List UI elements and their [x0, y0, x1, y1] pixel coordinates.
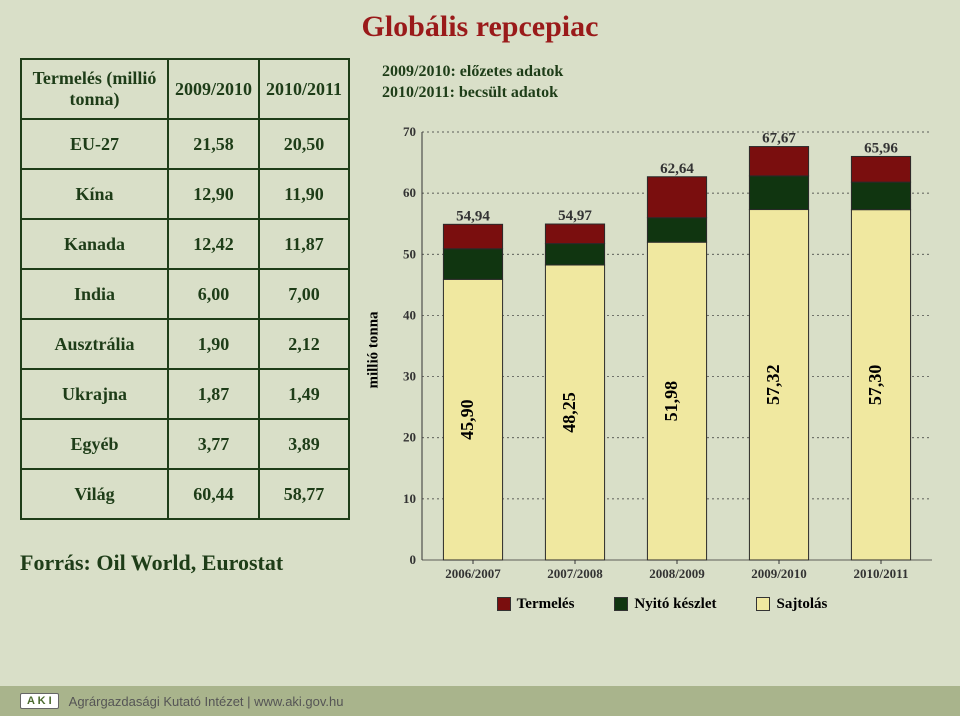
table-cell: 58,77	[259, 469, 349, 519]
svg-text:2009/2010: 2009/2010	[751, 566, 807, 581]
table-row: Kína12,9011,90	[21, 169, 349, 219]
legend-termeles: Termelés	[497, 596, 575, 613]
page-title: Globális repcepiac	[20, 10, 940, 44]
page-root: Globális repcepiac Termelés (millió tonn…	[0, 0, 960, 716]
svg-text:60: 60	[403, 185, 416, 200]
table-cell: 12,90	[168, 169, 259, 219]
table-cell: Ausztrália	[21, 319, 168, 369]
table-cell: Világ	[21, 469, 168, 519]
chart-legend: Termelés Nyitó készlet Sajtolás	[382, 596, 942, 613]
note-line2: 2010/2011: becsült adatok	[382, 83, 942, 104]
content-row: Termelés (millió tonna) 2009/2010 2010/2…	[20, 58, 940, 613]
table-cell: Kanada	[21, 219, 168, 269]
svg-text:54,97: 54,97	[558, 208, 592, 224]
svg-text:2008/2009: 2008/2009	[649, 566, 705, 581]
table-row: Kanada12,4211,87	[21, 219, 349, 269]
table-cell: Ukrajna	[21, 369, 168, 419]
left-column: Termelés (millió tonna) 2009/2010 2010/2…	[20, 58, 350, 613]
table-cell: 6,00	[168, 269, 259, 319]
swatch-termeles	[497, 597, 511, 611]
aki-badge: A K I	[20, 693, 59, 709]
table-cell: 21,58	[168, 119, 259, 169]
svg-text:20: 20	[403, 429, 416, 444]
right-column: 2009/2010: előzetes adatok 2010/2011: be…	[382, 58, 942, 613]
legend-nyito: Nyitó készlet	[614, 596, 716, 613]
svg-text:57,30: 57,30	[865, 364, 885, 405]
legend-label-sajtolas: Sajtolás	[776, 596, 827, 613]
table-row: Világ60,4458,77	[21, 469, 349, 519]
table-cell: 60,44	[168, 469, 259, 519]
table-cell: 1,87	[168, 369, 259, 419]
source-line: Forrás: Oil World, Eurostat	[20, 550, 350, 576]
stacked-bar-chart: 0 10 20 30 40 50 60 70 54,94 45,90 2006/2007 54,97 4…	[382, 110, 942, 590]
table-cell: 11,87	[259, 219, 349, 269]
svg-text:48,25: 48,25	[559, 392, 579, 433]
y-axis-label: millió tonna	[366, 311, 383, 388]
table-cell: 1,49	[259, 369, 349, 419]
table-cell: Kína	[21, 169, 168, 219]
note-line1: 2009/2010: előzetes adatok	[382, 62, 942, 83]
chart-note: 2009/2010: előzetes adatok 2010/2011: be…	[382, 62, 942, 104]
svg-text:65,96: 65,96	[864, 140, 898, 156]
table-cell: Egyéb	[21, 419, 168, 469]
th-region: Termelés (millió tonna)	[21, 59, 168, 119]
svg-text:45,90: 45,90	[457, 399, 477, 440]
chart-wrap: millió tonna 01020304050607054,9445,9020…	[382, 110, 942, 590]
svg-text:67,67: 67,67	[762, 130, 796, 146]
th-2009: 2009/2010	[168, 59, 259, 119]
svg-text:2010/2011: 2010/2011	[854, 566, 909, 581]
table-row: EU-2721,5820,50	[21, 119, 349, 169]
svg-text:2006/2007: 2006/2007	[445, 566, 501, 581]
legend-label-termeles: Termelés	[517, 596, 575, 613]
footer-text: Agrárgazdasági Kutató Intézet | www.aki.…	[69, 694, 344, 709]
svg-text:70: 70	[403, 124, 416, 139]
production-table: Termelés (millió tonna) 2009/2010 2010/2…	[20, 58, 350, 520]
footer-bar: A K I Agrárgazdasági Kutató Intézet | ww…	[0, 686, 960, 716]
svg-text:0: 0	[410, 552, 417, 567]
table-row: Ukrajna1,871,49	[21, 369, 349, 419]
svg-text:30: 30	[403, 368, 416, 383]
svg-text:54,94: 54,94	[456, 208, 490, 224]
table-cell: India	[21, 269, 168, 319]
th-2010: 2010/2011	[259, 59, 349, 119]
svg-text:50: 50	[403, 246, 416, 261]
svg-text:10: 10	[403, 490, 416, 505]
legend-label-nyito: Nyitó készlet	[634, 596, 716, 613]
swatch-sajtolas	[756, 597, 770, 611]
table-cell: 20,50	[259, 119, 349, 169]
swatch-nyito	[614, 597, 628, 611]
table-cell: 7,00	[259, 269, 349, 319]
table-row: Ausztrália1,902,12	[21, 319, 349, 369]
table-cell: 11,90	[259, 169, 349, 219]
table-cell: 3,89	[259, 419, 349, 469]
table-row: India6,007,00	[21, 269, 349, 319]
table-cell: 1,90	[168, 319, 259, 369]
svg-text:51,98: 51,98	[661, 380, 681, 421]
svg-text:57,32: 57,32	[763, 364, 783, 405]
svg-text:2007/2008: 2007/2008	[547, 566, 603, 581]
legend-sajtolas: Sajtolás	[756, 596, 827, 613]
table-cell: 2,12	[259, 319, 349, 369]
svg-text:62,64: 62,64	[660, 160, 694, 176]
table-row: Egyéb3,773,89	[21, 419, 349, 469]
svg-text:40: 40	[403, 307, 416, 322]
table-cell: EU-27	[21, 119, 168, 169]
table-cell: 3,77	[168, 419, 259, 469]
table-cell: 12,42	[168, 219, 259, 269]
